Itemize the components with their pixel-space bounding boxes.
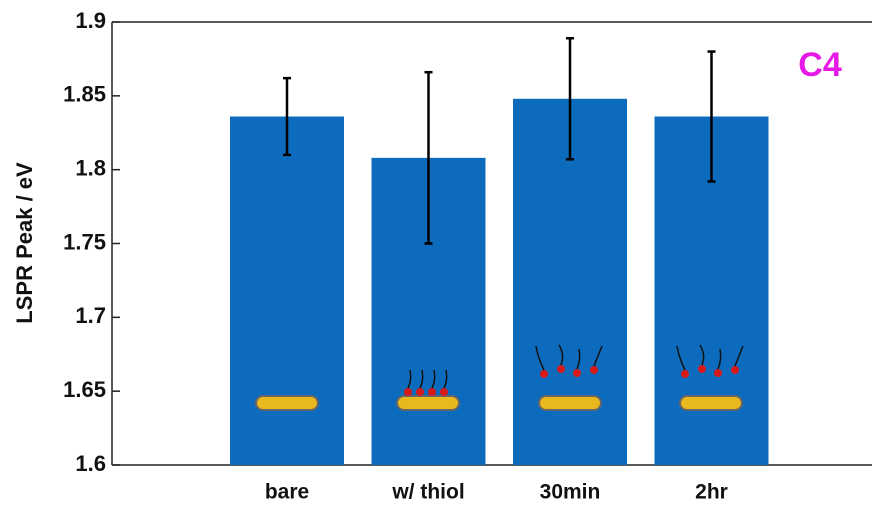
x-tick-label: 30min: [540, 481, 601, 504]
x-tick-label: bare: [265, 481, 309, 504]
y-tick-label: 1.85: [63, 82, 106, 107]
y-tick-label: 1.6: [75, 451, 106, 476]
y-tick-label: 1.65: [63, 377, 106, 402]
nanorod: [676, 344, 744, 411]
bar: [230, 116, 344, 466]
y-tick-label: 1.75: [63, 229, 106, 254]
y-tick-label: 1.9: [75, 8, 106, 33]
x-tick-label: 2hr: [695, 481, 728, 504]
icons: [255, 344, 744, 411]
nanorod: [255, 395, 319, 411]
y-axis-label: LSPR Peak / eV: [12, 162, 37, 324]
nanorod: [535, 344, 603, 411]
y-tick-label: 1.7: [75, 303, 106, 328]
annotation: C4: [798, 46, 842, 84]
y-tick-label: 1.8: [75, 155, 106, 180]
x-tick-label: w/ thiol: [391, 481, 464, 504]
nanorod: [396, 369, 460, 411]
